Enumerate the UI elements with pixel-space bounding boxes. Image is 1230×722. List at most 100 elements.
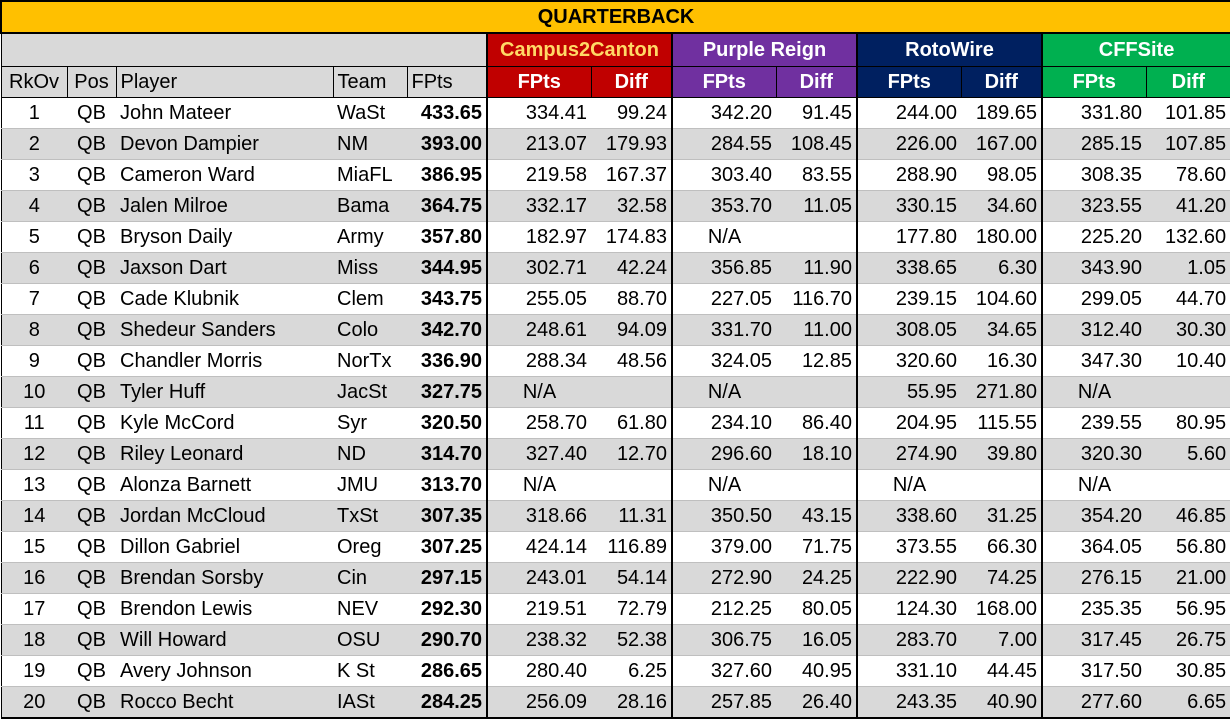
cell-cff-diff: 6.65: [1146, 686, 1230, 719]
cell-fpts: 297.15: [407, 562, 487, 594]
cell-cff-diff: [1146, 469, 1230, 501]
cell-c2c-diff: 72.79: [591, 593, 672, 625]
cell-pos: QB: [67, 531, 116, 563]
cell-rw-fpts: 226.00: [856, 128, 961, 160]
cell-cff-diff: 44.70: [1146, 283, 1230, 315]
cell-pos: QB: [67, 252, 116, 284]
cell-rw-fpts: N/A: [856, 469, 961, 501]
cell-rank: 16: [0, 562, 67, 594]
table-row: 17 QB Brendon Lewis NEV 292.30 219.51 72.79 212…: [0, 593, 1230, 625]
cell-pr-fpts: 284.55: [671, 128, 776, 160]
cell-fpts: 314.70: [407, 438, 487, 470]
cell-pr-diff: [776, 376, 857, 408]
cell-fpts: 327.75: [407, 376, 487, 408]
cell-c2c-diff: 99.24: [591, 97, 672, 129]
cell-team: K St: [333, 655, 407, 687]
cell-player: Avery Johnson: [116, 655, 333, 687]
table-row: 16 QB Brendan Sorsby Cin 297.15 243.01 54.14 27…: [0, 562, 1230, 594]
cell-rw-fpts: 308.05: [856, 314, 961, 346]
table-row: 2 QB Devon Dampier NM 393.00 213.07 179.93 284.…: [0, 128, 1230, 160]
cell-rank: 19: [0, 655, 67, 687]
cell-pr-fpts: 342.20: [671, 97, 776, 129]
table-row: 3 QB Cameron Ward MiaFL 386.95 219.58 167.37 30…: [0, 159, 1230, 191]
cell-player: Shedeur Sanders: [116, 314, 333, 346]
cell-rw-diff: 7.00: [961, 624, 1042, 656]
cell-rank: 7: [0, 283, 67, 315]
cell-team: ND: [333, 438, 407, 470]
cell-pr-diff: 91.45: [776, 97, 857, 129]
cell-pos: QB: [67, 407, 116, 439]
cell-c2c-fpts: 302.71: [486, 252, 591, 284]
cell-player: Devon Dampier: [116, 128, 333, 160]
cell-team: Oreg: [333, 531, 407, 563]
cell-team: OSU: [333, 624, 407, 656]
cell-team: Colo: [333, 314, 407, 346]
cell-pr-fpts: N/A: [671, 376, 776, 408]
cell-rank: 8: [0, 314, 67, 346]
cell-rank: 4: [0, 190, 67, 222]
cell-cff-fpts: 285.15: [1041, 128, 1146, 160]
table-title: QUARTERBACK: [0, 0, 1230, 34]
cell-fpts: 343.75: [407, 283, 487, 315]
cell-pos: QB: [67, 128, 116, 160]
cell-rw-diff: 44.45: [961, 655, 1042, 687]
cell-cff-fpts: 317.45: [1041, 624, 1146, 656]
cell-fpts: 344.95: [407, 252, 487, 284]
cell-c2c-diff: 28.16: [591, 686, 672, 719]
cell-cff-diff: 56.95: [1146, 593, 1230, 625]
cell-c2c-fpts: 288.34: [486, 345, 591, 377]
cell-rw-fpts: 244.00: [856, 97, 961, 129]
col-header-rw-diff: Diff: [960, 66, 1043, 98]
cell-rw-fpts: 283.70: [856, 624, 961, 656]
table-row: 19 QB Avery Johnson K St 286.65 280.40 6.25 327…: [0, 655, 1230, 687]
cell-rw-diff: 34.65: [961, 314, 1042, 346]
cell-fpts: 433.65: [407, 97, 487, 129]
cell-player: Dillon Gabriel: [116, 531, 333, 563]
table-body: 1 QB John Mateer WaSt 433.65 334.41 99.24 342.2…: [0, 97, 1230, 719]
cell-rw-diff: 167.00: [961, 128, 1042, 160]
cell-c2c-diff: 42.24: [591, 252, 672, 284]
cell-rank: 15: [0, 531, 67, 563]
cell-rw-diff: 189.65: [961, 97, 1042, 129]
cell-rw-fpts: 177.80: [856, 221, 961, 253]
cell-team: JMU: [333, 469, 407, 501]
cell-cff-fpts: 235.35: [1041, 593, 1146, 625]
cell-c2c-fpts: 318.66: [486, 500, 591, 532]
cell-cff-fpts: 323.55: [1041, 190, 1146, 222]
cell-pr-fpts: N/A: [671, 221, 776, 253]
cell-fpts: 313.70: [407, 469, 487, 501]
cell-rw-diff: 98.05: [961, 159, 1042, 191]
cell-pos: QB: [67, 221, 116, 253]
cell-rank: 9: [0, 345, 67, 377]
cell-player: Cade Klubnik: [116, 283, 333, 315]
cell-cff-fpts: 225.20: [1041, 221, 1146, 253]
cell-rw-diff: 39.80: [961, 438, 1042, 470]
cell-rw-diff: 66.30: [961, 531, 1042, 563]
cell-cff-diff: 26.75: [1146, 624, 1230, 656]
cell-pr-diff: 11.05: [776, 190, 857, 222]
cell-fpts: 290.70: [407, 624, 487, 656]
cell-pos: QB: [67, 345, 116, 377]
table-row: 10 QB Tyler Huff JacSt 327.75 N/A N/A 55.95 271.…: [0, 376, 1230, 408]
cell-rw-diff: 31.25: [961, 500, 1042, 532]
cell-rw-fpts: 320.60: [856, 345, 961, 377]
cell-rw-fpts: 330.15: [856, 190, 961, 222]
cell-pr-diff: 80.05: [776, 593, 857, 625]
col-header-cff-fpts: FPts: [1041, 66, 1147, 98]
cell-cff-fpts: 312.40: [1041, 314, 1146, 346]
col-header-rank: RkOv: [0, 66, 68, 98]
cell-c2c-fpts: 334.41: [486, 97, 591, 129]
cell-team: Bama: [333, 190, 407, 222]
cell-player: Chandler Morris: [116, 345, 333, 377]
cell-c2c-fpts: 332.17: [486, 190, 591, 222]
cell-cff-diff: 56.80: [1146, 531, 1230, 563]
cell-pos: QB: [67, 469, 116, 501]
cell-c2c-fpts: 213.07: [486, 128, 591, 160]
table-row: 9 QB Chandler Morris NorTx 336.90 288.34 48.56…: [0, 345, 1230, 377]
cell-pr-diff: 11.00: [776, 314, 857, 346]
table-row: 4 QB Jalen Milroe Bama 364.75 332.17 32.58 353.…: [0, 190, 1230, 222]
cell-pr-diff: 16.05: [776, 624, 857, 656]
cell-cff-diff: 30.85: [1146, 655, 1230, 687]
cell-rw-fpts: 338.65: [856, 252, 961, 284]
